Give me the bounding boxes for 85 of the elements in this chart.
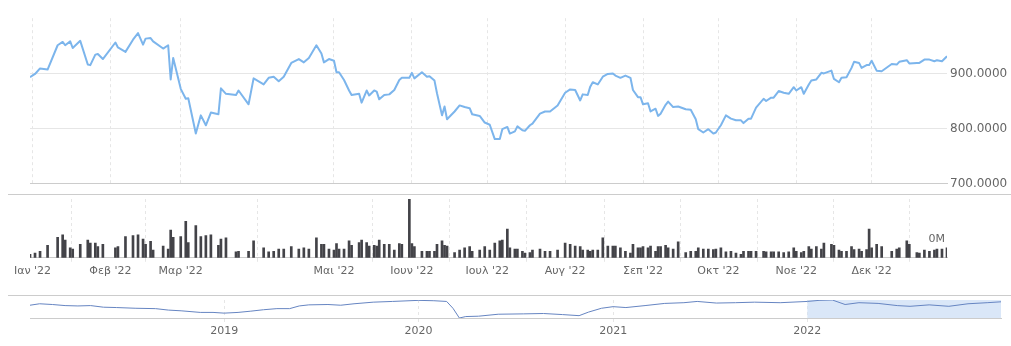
bar <box>463 247 466 258</box>
bar <box>689 251 693 258</box>
bar <box>289 246 293 258</box>
x-tick-label: Νοε '22 <box>775 264 817 278</box>
bar <box>573 245 577 258</box>
bar <box>282 248 286 258</box>
x-tick-label: Δεκ '22 <box>851 264 892 278</box>
bar <box>601 237 605 258</box>
bar <box>382 243 386 258</box>
bar <box>392 249 396 258</box>
bar <box>624 251 627 258</box>
x-tick-label: Ιουλ '22 <box>465 264 509 278</box>
bar <box>694 251 698 258</box>
bar <box>928 251 931 258</box>
bar <box>315 237 318 258</box>
bar <box>297 248 301 258</box>
x-tick-label: Ιαν '22 <box>13 264 52 278</box>
bar <box>408 199 411 258</box>
bar <box>63 239 67 258</box>
bar <box>493 242 497 258</box>
bar <box>93 242 97 258</box>
x-tick-label: Ιουν '22 <box>390 264 434 278</box>
bar <box>277 248 281 258</box>
bar <box>124 236 127 258</box>
bar <box>252 240 255 258</box>
bar <box>619 247 622 258</box>
bar <box>46 245 49 258</box>
bar <box>890 251 894 258</box>
bar <box>815 246 818 258</box>
bar <box>810 248 813 258</box>
bar <box>478 249 482 258</box>
bar <box>272 251 276 258</box>
y-tick-label: 900.0000 <box>950 65 1008 80</box>
bar <box>453 252 456 258</box>
bar <box>907 243 911 258</box>
bar <box>179 236 183 258</box>
x-tick-label: 2022 <box>793 324 822 338</box>
bar <box>194 225 198 258</box>
bar <box>923 249 926 258</box>
bar <box>78 243 82 258</box>
bar <box>506 228 509 258</box>
bar <box>144 243 147 258</box>
bar <box>676 241 680 258</box>
bar <box>488 249 492 258</box>
bar <box>468 246 471 258</box>
bar <box>596 249 600 258</box>
bar <box>880 246 884 258</box>
bar <box>875 243 878 258</box>
bar <box>169 229 173 258</box>
bar <box>807 246 811 258</box>
bar <box>262 247 265 258</box>
bar <box>794 251 798 258</box>
bar <box>483 246 487 258</box>
annotation: 0M <box>928 232 945 246</box>
bar <box>845 251 848 258</box>
x-tick-label: Μαι '22 <box>313 264 355 278</box>
bar <box>149 241 152 258</box>
bar <box>684 252 688 258</box>
x-tick-label: Μαρ '22 <box>158 264 203 278</box>
bar <box>782 252 786 258</box>
bar <box>377 239 381 258</box>
bar <box>696 247 700 258</box>
bar <box>556 249 559 258</box>
bar <box>56 236 59 258</box>
bar <box>792 247 796 258</box>
x-tick-label: 2021 <box>599 324 628 338</box>
x-tick-label: 2019 <box>210 324 239 338</box>
bar <box>247 251 250 258</box>
bar <box>61 234 64 258</box>
x-tick-label: Οκτ '22 <box>697 264 740 278</box>
x-tick-label: Σεπ '22 <box>622 264 664 278</box>
y-tick-label: 700.0000 <box>950 175 1008 190</box>
x-tick-label: Φεβ '22 <box>89 264 132 278</box>
bar <box>458 249 461 258</box>
bar <box>387 243 391 258</box>
y-tick-label: 800.0000 <box>950 120 1008 135</box>
x-tick-label: 2020 <box>404 324 433 338</box>
bar <box>184 221 188 258</box>
x-tick-label: Αυγ '22 <box>544 264 586 278</box>
bar <box>88 242 92 258</box>
bar <box>86 239 90 258</box>
bar <box>905 240 909 258</box>
bar <box>701 248 705 258</box>
bar <box>707 248 710 258</box>
bar <box>335 243 338 258</box>
